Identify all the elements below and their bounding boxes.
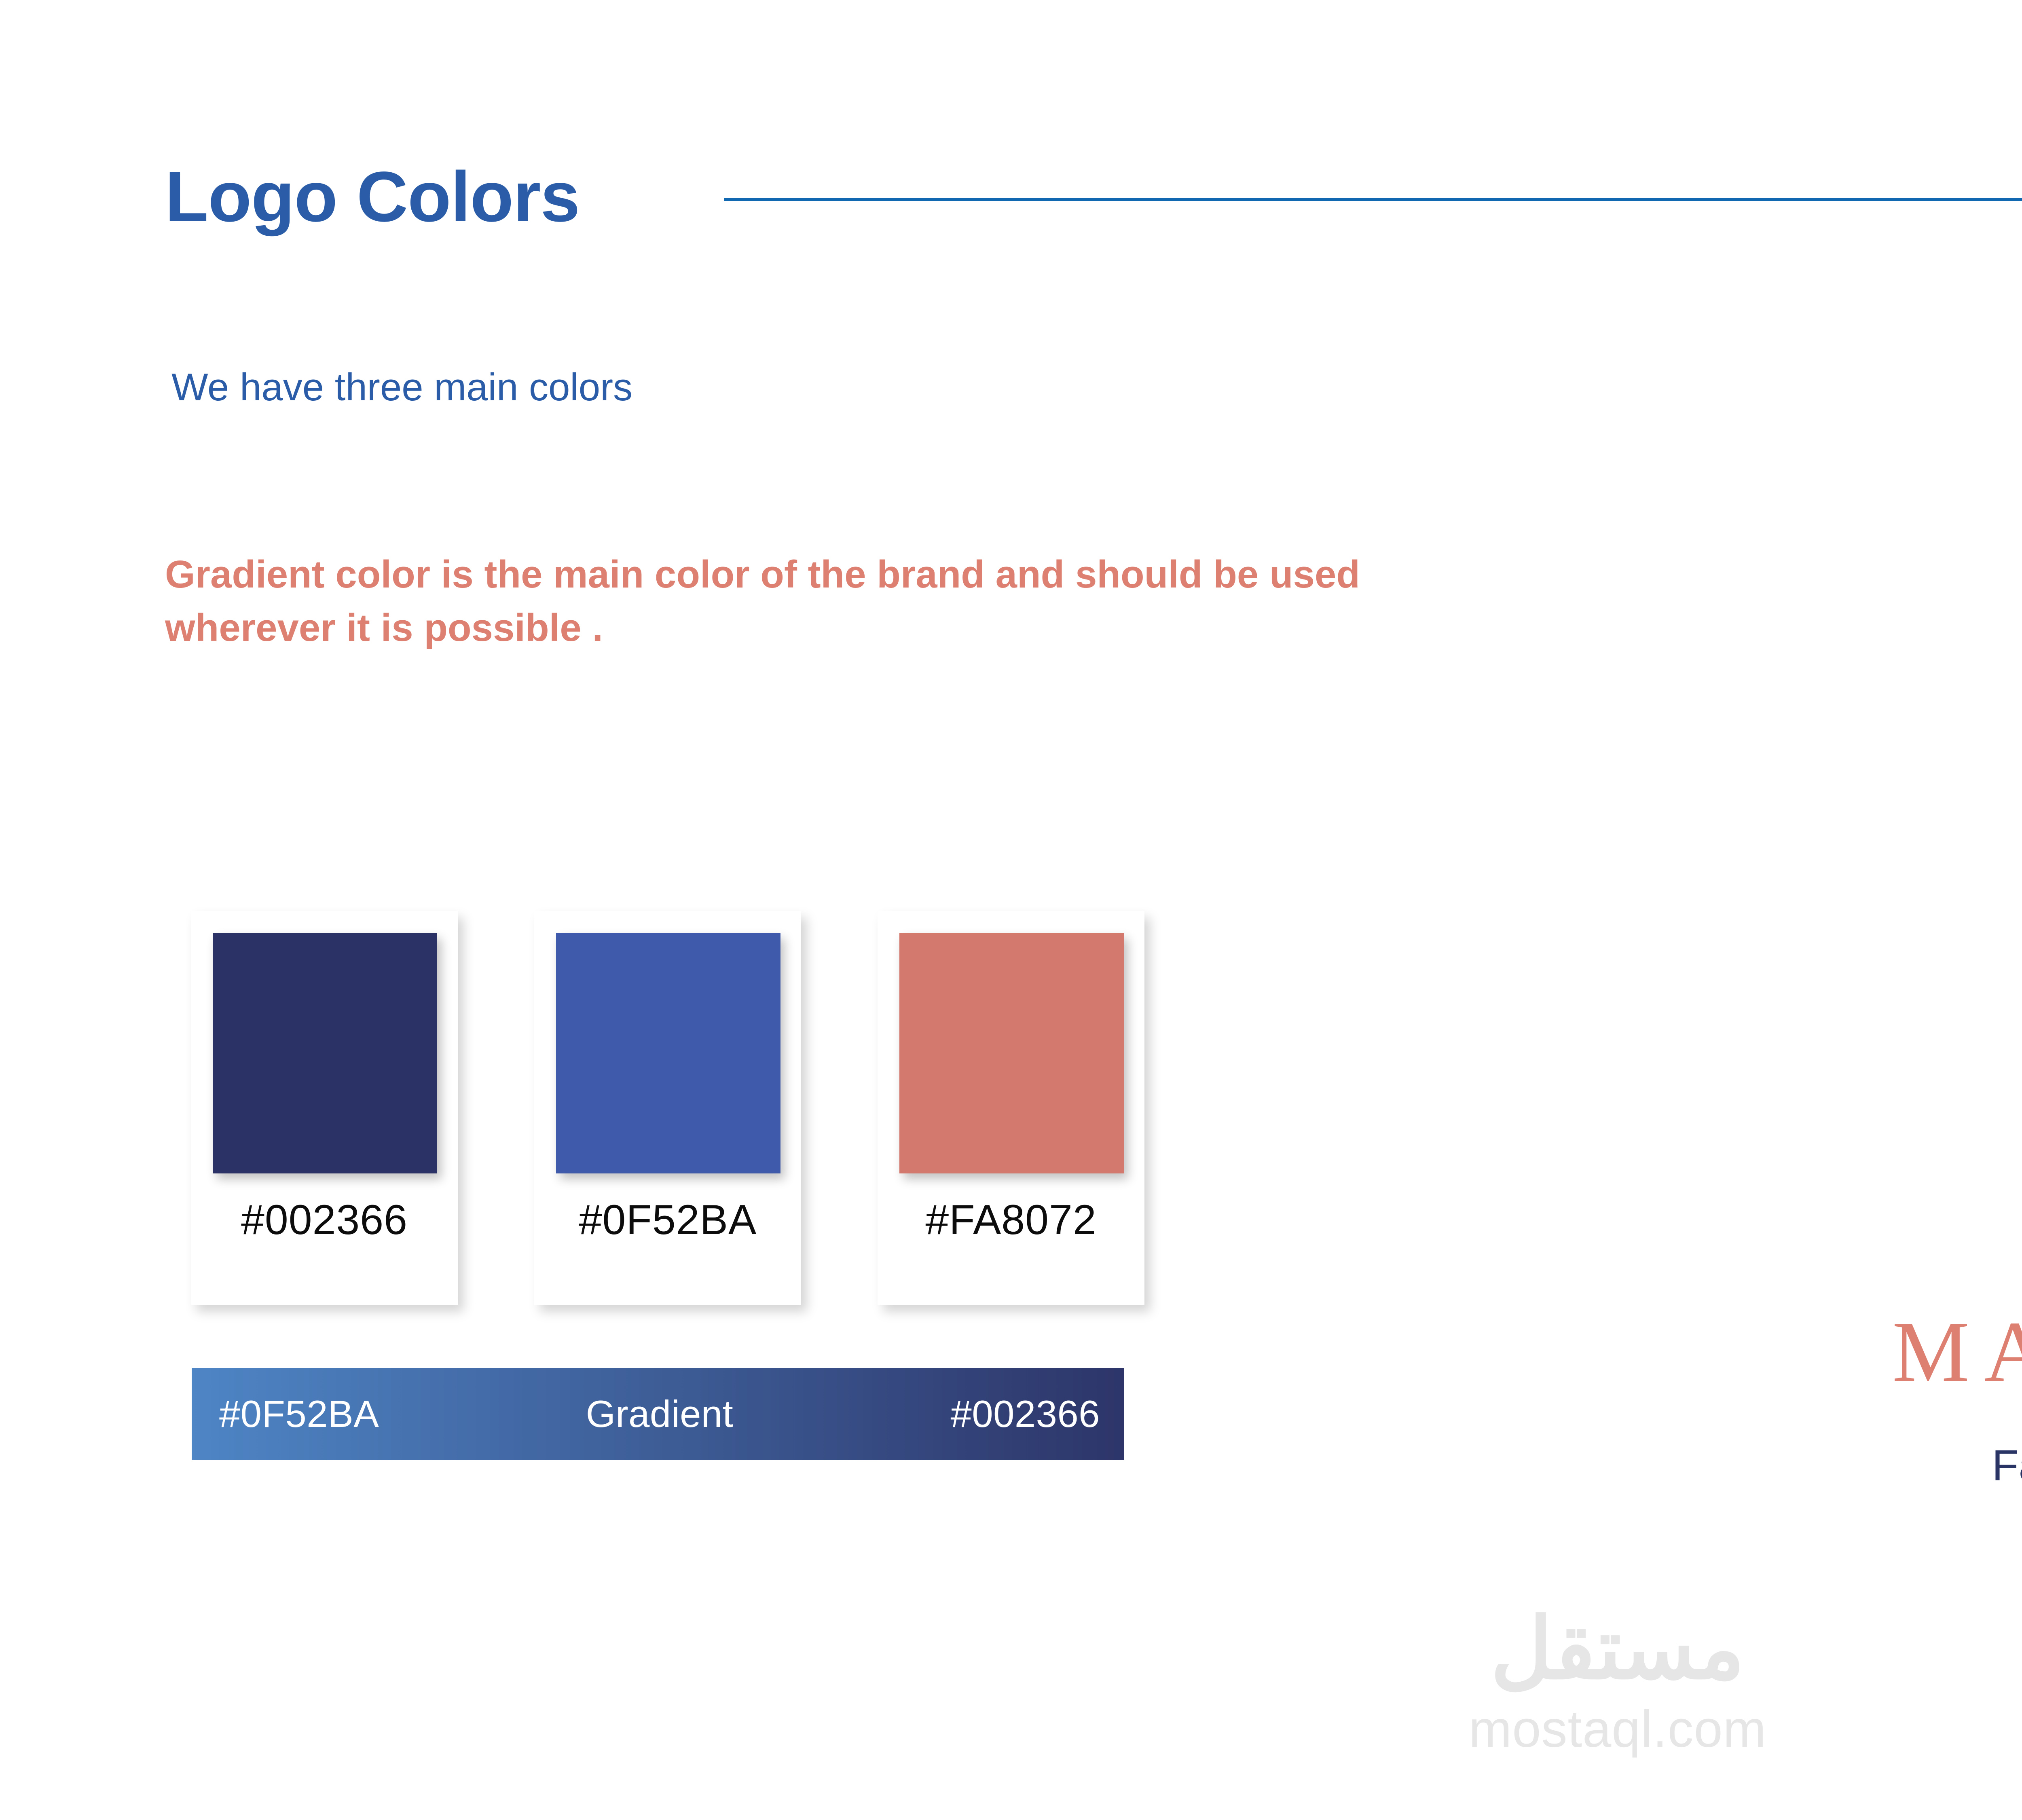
- color-hex-label: #0F52BA: [578, 1196, 757, 1243]
- color-swatch-card[interactable]: #FA8072: [878, 911, 1144, 1305]
- page-title: Logo Colors: [165, 157, 580, 237]
- title-divider-rule: [724, 198, 2022, 201]
- mostaql-watermark: مستقل mostaql.com: [1367, 1601, 1868, 1791]
- logo-lockup: MAY'S FASHION Fashion Flavour .. Inspire…: [1642, 833, 2022, 1541]
- gradient-center-label: Gradient: [586, 1393, 734, 1435]
- color-swatch-card[interactable]: #002366: [191, 911, 458, 1305]
- brand-tagline: Fashion Flavour .. Inspire others: [1992, 1441, 2022, 1490]
- intro-text: We have three main colors: [171, 366, 633, 409]
- gradient-end-label: #002366: [950, 1393, 1100, 1435]
- color-hex-label: #002366: [241, 1196, 408, 1243]
- color-chip-navy: [213, 933, 437, 1173]
- brand-name: MAY'S FASHION: [1892, 1303, 2022, 1400]
- gradient-start-label: #0F52BA: [219, 1393, 379, 1435]
- gradient-bar[interactable]: #0F52BA Gradient #002366: [192, 1368, 1124, 1460]
- watermark-arabic-text: مستقل: [1490, 1601, 1745, 1696]
- color-hex-label: #FA8072: [925, 1196, 1097, 1243]
- color-chip-salmon: [899, 933, 1124, 1173]
- color-swatch-card[interactable]: #0F52BA: [534, 911, 801, 1305]
- gradient-usage-note: Gradient color is the main color of the …: [165, 553, 1360, 650]
- color-chip-royal-blue: [556, 933, 780, 1173]
- watermark-domain-text: mostaql.com: [1468, 1700, 1767, 1759]
